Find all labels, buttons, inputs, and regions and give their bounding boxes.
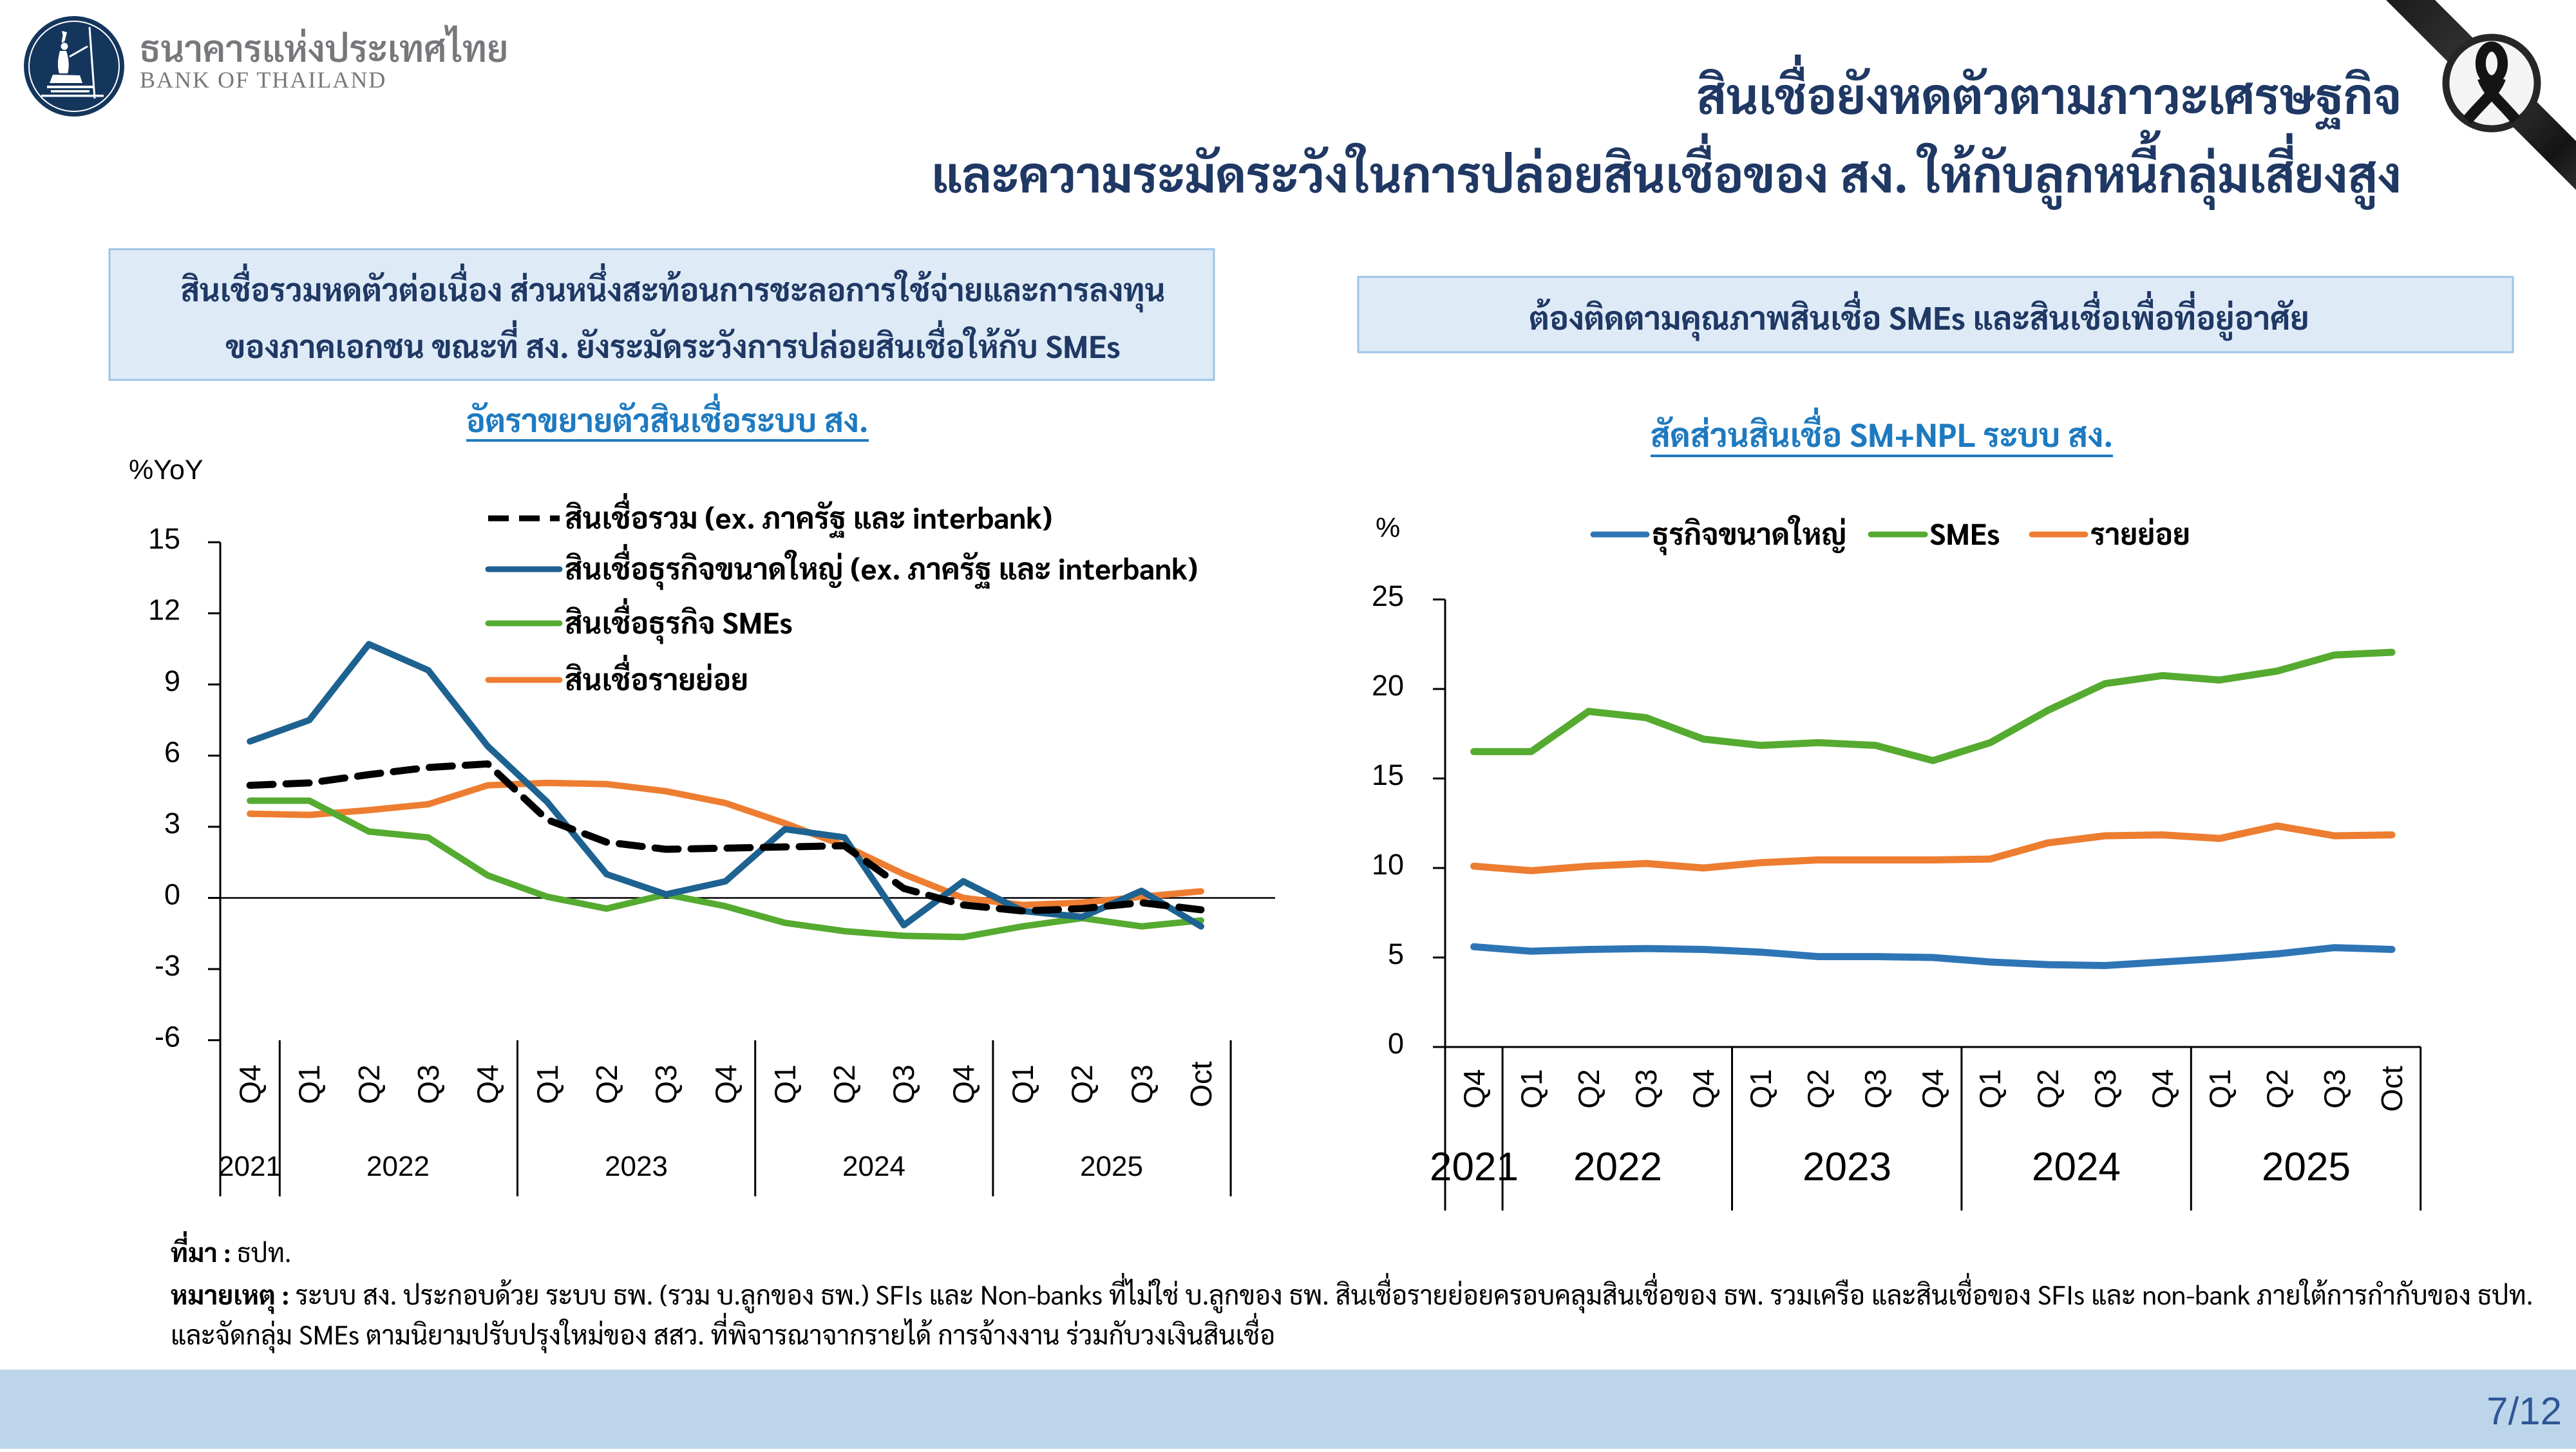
svg-text:Q3: Q3 (2318, 1069, 2351, 1108)
svg-text:Q2: Q2 (1801, 1069, 1835, 1108)
svg-text:Q1: Q1 (292, 1064, 326, 1104)
svg-text:Q2: Q2 (590, 1064, 623, 1104)
svg-text:Oct: Oct (1184, 1061, 1218, 1108)
svg-text:2024: 2024 (842, 1151, 905, 1182)
svg-text:Q4: Q4 (709, 1064, 743, 1104)
svg-text:Q3: Q3 (1125, 1064, 1159, 1104)
svg-text:Q3: Q3 (412, 1064, 445, 1104)
svg-text:Q4: Q4 (947, 1064, 980, 1104)
svg-text:%YoY: %YoY (129, 455, 204, 486)
svg-text:9: 9 (164, 665, 180, 697)
svg-text:3: 3 (164, 807, 180, 840)
svg-text:Q1: Q1 (1744, 1069, 1777, 1108)
svg-text:15: 15 (1372, 759, 1404, 791)
svg-text:Q3: Q3 (1629, 1069, 1663, 1108)
svg-text:Q2: Q2 (2031, 1069, 2065, 1108)
svg-text:Q3: Q3 (649, 1064, 683, 1104)
svg-text:Q1: Q1 (531, 1064, 564, 1104)
svg-text:-6: -6 (155, 1021, 180, 1053)
svg-text:Q2: Q2 (352, 1064, 386, 1104)
svg-text:Q4: Q4 (233, 1064, 267, 1104)
svg-text:2022: 2022 (366, 1151, 430, 1182)
svg-text:Oct: Oct (2375, 1066, 2409, 1112)
svg-text:25: 25 (1372, 580, 1404, 612)
svg-text:Q1: Q1 (2203, 1069, 2237, 1108)
svg-text:10: 10 (1372, 848, 1404, 881)
svg-text:BANK OF THAILAND: BANK OF THAILAND (140, 67, 386, 93)
svg-text:Q4: Q4 (471, 1064, 504, 1104)
svg-text:-3: -3 (155, 949, 180, 982)
svg-text:Q2: Q2 (828, 1064, 861, 1104)
svg-text:Q3: Q3 (887, 1064, 920, 1104)
svg-text:Q2: Q2 (1065, 1064, 1099, 1104)
svg-text:Q4: Q4 (1457, 1069, 1491, 1108)
svg-text:Q3: Q3 (2088, 1069, 2122, 1108)
svg-text:20: 20 (1372, 669, 1404, 702)
svg-text:2021: 2021 (1430, 1145, 1519, 1189)
svg-text:0: 0 (164, 878, 180, 911)
svg-text:6: 6 (164, 736, 180, 769)
svg-text:2021: 2021 (218, 1151, 281, 1182)
svg-text:Q2: Q2 (1572, 1069, 1605, 1108)
svg-text:5: 5 (1388, 938, 1404, 970)
svg-text:2023: 2023 (605, 1151, 668, 1182)
svg-text:%: % (1376, 513, 1400, 543)
svg-text:Q1: Q1 (1973, 1069, 2007, 1108)
svg-text:Q1: Q1 (768, 1064, 802, 1104)
svg-text:2024: 2024 (2032, 1145, 2121, 1189)
svg-text:2022: 2022 (1573, 1145, 1662, 1189)
svg-text:2023: 2023 (1803, 1145, 1891, 1189)
svg-text:2025: 2025 (2262, 1145, 2351, 1189)
svg-text:Q4: Q4 (1916, 1069, 1949, 1108)
svg-text:Q1: Q1 (1515, 1069, 1548, 1108)
svg-text:2025: 2025 (1080, 1151, 1143, 1182)
svg-text:Q4: Q4 (1687, 1069, 1720, 1108)
svg-text:Q4: Q4 (2146, 1069, 2179, 1108)
svg-text:7/12: 7/12 (2486, 1390, 2562, 1433)
svg-text:Q2: Q2 (2260, 1069, 2294, 1108)
svg-text:15: 15 (148, 522, 180, 555)
svg-text:Q1: Q1 (1006, 1064, 1039, 1104)
svg-text:0: 0 (1388, 1027, 1404, 1060)
svg-text:12: 12 (148, 594, 180, 627)
svg-text:Q3: Q3 (1859, 1069, 1892, 1108)
